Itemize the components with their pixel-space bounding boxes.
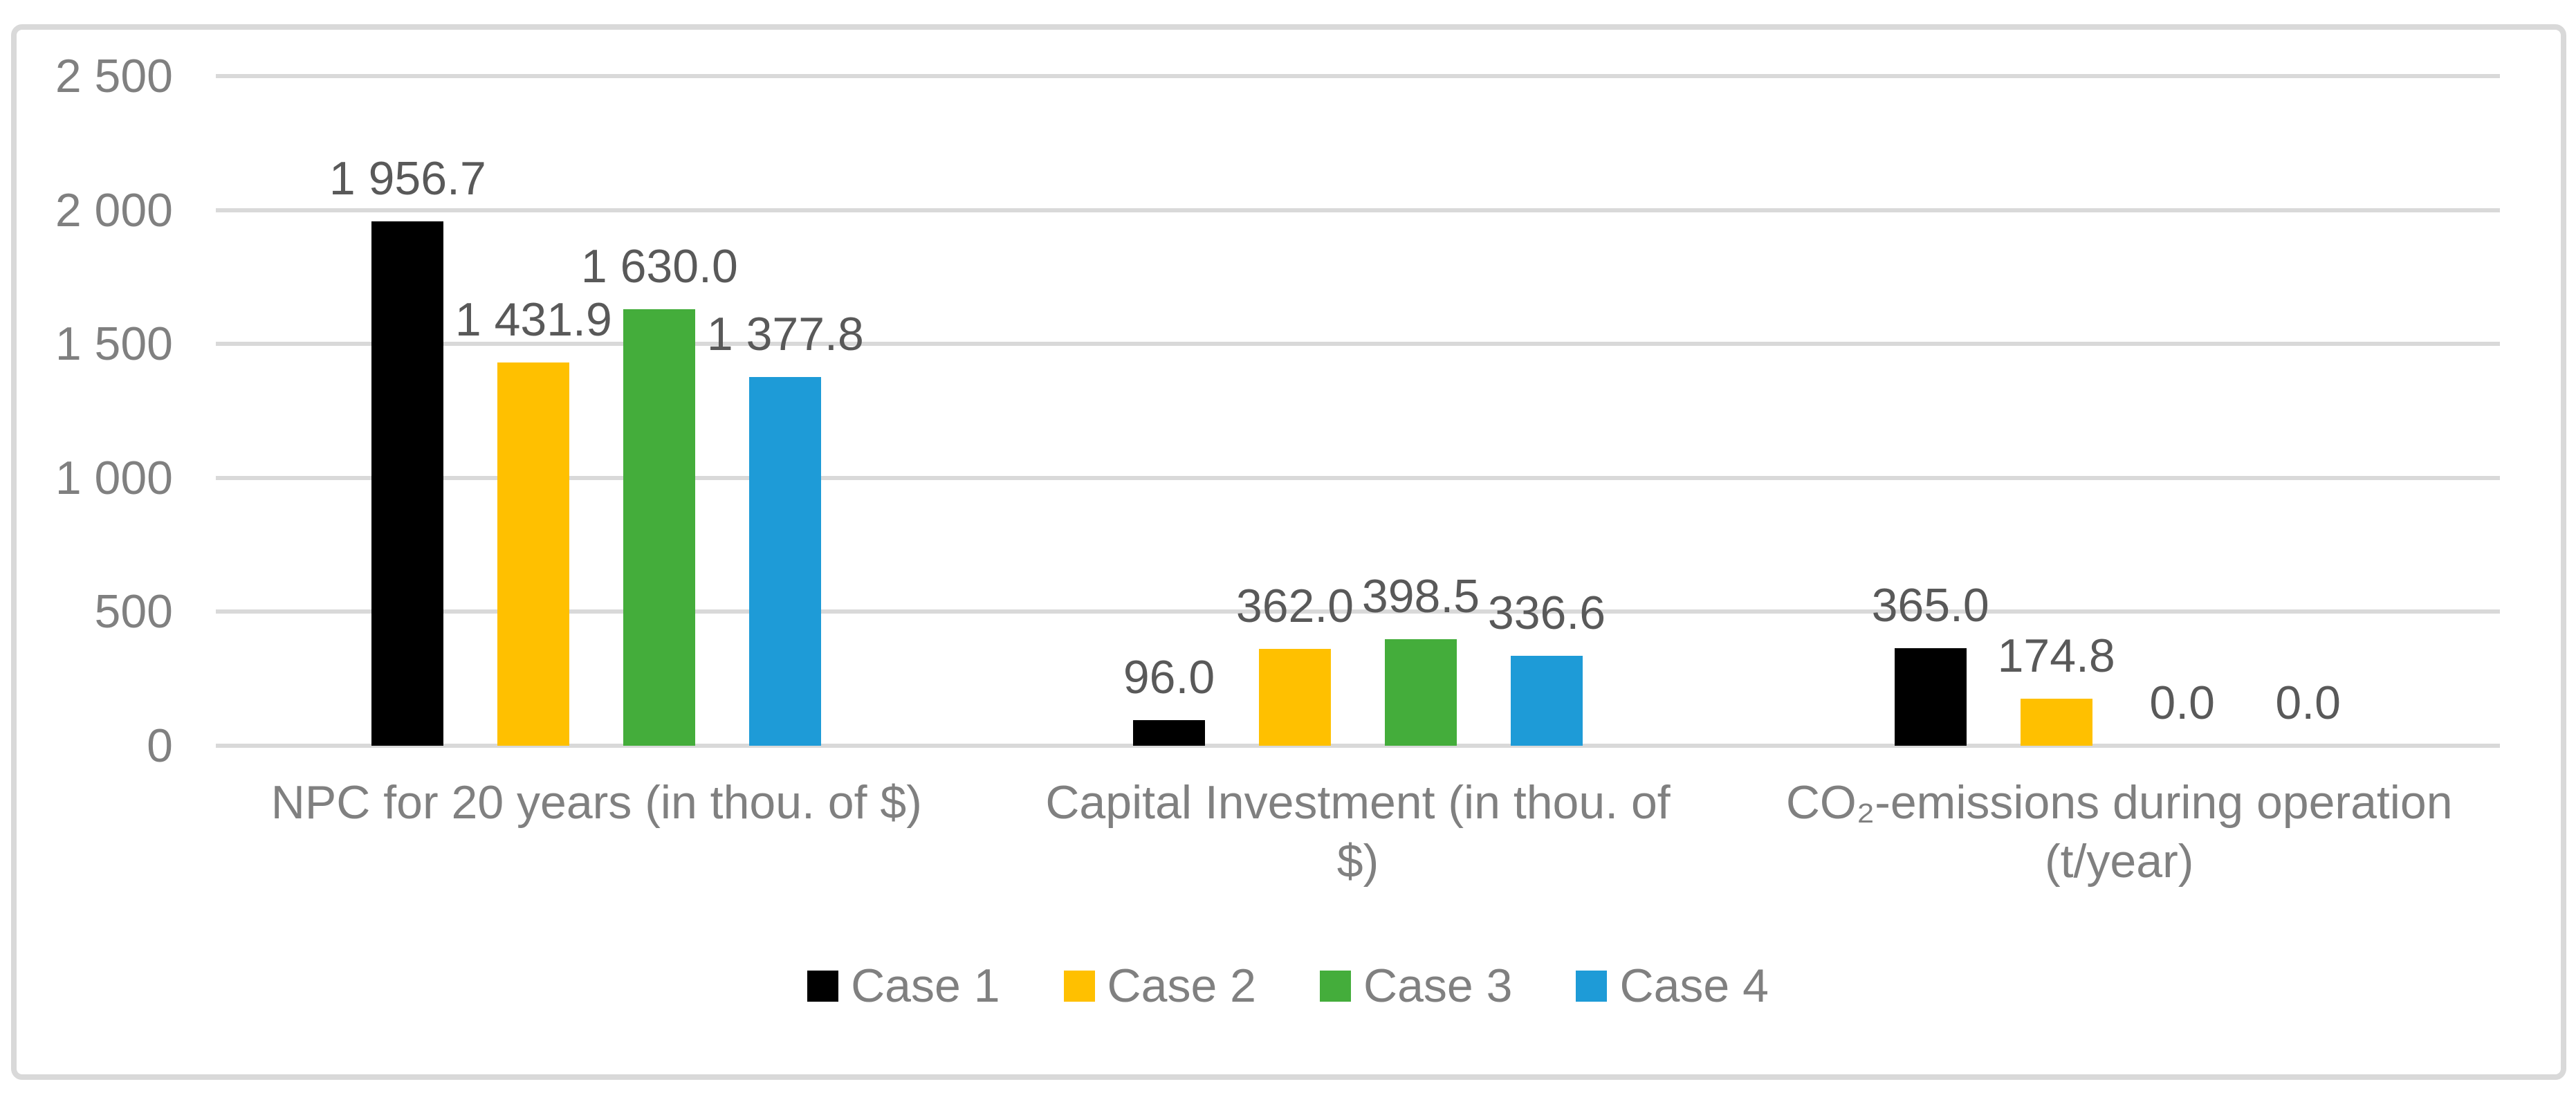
bar-case-2-3: 174.8 xyxy=(1998,632,2115,746)
bar-case-1-3: 365.0 xyxy=(1872,582,1989,746)
bar-case-1-2: 96.0 xyxy=(1123,654,1215,746)
bar-value-label: 398.5 xyxy=(1361,569,1480,623)
legend-item-case-1: Case 1 xyxy=(807,960,1000,1012)
bar-case-4-1: 1 377.8 xyxy=(707,311,864,746)
gridline xyxy=(216,609,2500,614)
bar-case-4-2: 336.6 xyxy=(1488,589,1606,746)
y-tick-label: 1 000 xyxy=(55,451,173,504)
plot-area: 1 956.7 1 431.9 1 630.0 1 377.8 96.0 362.0 398… xyxy=(216,74,2500,748)
legend-item-case-3: Case 3 xyxy=(1320,960,1512,1012)
y-tick-label: 1 500 xyxy=(55,318,173,371)
y-tick-label: 2 500 xyxy=(55,50,173,102)
bar-value-label: 0.0 xyxy=(2149,677,2215,729)
bar-group: 1 956.7 1 431.9 1 630.0 1 377.8 xyxy=(216,76,977,746)
bar-value-label: 362.0 xyxy=(1235,579,1354,632)
bar-groups: 1 956.7 1 431.9 1 630.0 1 377.8 96.0 362.0 398… xyxy=(216,76,2500,746)
category-cell-npc-for-20-years-in-thou-of: 1 956.7 1 431.9 1 630.0 1 377.8 xyxy=(216,76,977,746)
legend-label-case-2: Case 2 xyxy=(1107,959,1256,1012)
category-cell-capital-investment-in-thou-of: 96.0 362.0 398.5 336.6 xyxy=(977,76,1739,746)
legend-swatch-case-2 xyxy=(1063,970,1095,1002)
bar-case-3-2: 398.5 xyxy=(1362,573,1480,746)
gridline xyxy=(216,74,2500,78)
bar-case-3-1: 1 630.0 xyxy=(581,243,738,746)
category-label-npc-for-20-years-in-thou-of: NPC for 20 years (in thou. of $) xyxy=(270,776,922,829)
legend-label-case-1: Case 1 xyxy=(851,959,1000,1012)
bar-group: 96.0 362.0 398.5 336.6 xyxy=(977,76,1739,746)
y-tick-label: 2 000 xyxy=(55,183,173,237)
bar-value-label: 1 956.7 xyxy=(329,152,486,205)
bar-value-label: 365.0 xyxy=(1871,578,1989,632)
legend-swatch-case-1 xyxy=(807,970,839,1002)
legend-swatch-case-4 xyxy=(1576,970,1608,1002)
bar-value-label: 1 377.8 xyxy=(706,307,864,360)
y-tick-label: 500 xyxy=(94,585,173,639)
bar-value-label: 1 630.0 xyxy=(580,239,738,293)
gridline xyxy=(216,208,2500,212)
category-cell-co-emissions-during-operation-t-year: 365.0 174.8 0.0 0.0 xyxy=(1738,76,2500,746)
y-tick-label: 0 xyxy=(147,719,173,772)
bar-value-label: 336.6 xyxy=(1487,586,1606,639)
category-axis: NPC for 20 years (in thou. of $) Capital … xyxy=(216,773,2500,891)
legend-item-case-4: Case 4 xyxy=(1576,959,1769,1012)
bar-group: 365.0 174.8 0.0 0.0 xyxy=(1738,76,2500,746)
legend-label-case-4: Case 4 xyxy=(1619,959,1769,1012)
legend-item-case-2: Case 2 xyxy=(1063,959,1256,1012)
bar-value-label: 96.0 xyxy=(1123,650,1215,704)
bar-value-label: 0.0 xyxy=(2275,677,2341,729)
category-label-co-emissions-during-operation-t-year: CO₂-emissions during operation (t/year) xyxy=(1785,776,2453,888)
bar-case-1-1: 1 956.7 xyxy=(329,155,486,746)
legend: Case 1 Case 2 Case 3 Case 4 xyxy=(0,960,2576,1012)
gridline xyxy=(216,342,2500,347)
category-label-capital-investment-in-thou-of: Capital Investment (in thou. of $) xyxy=(1045,776,1671,888)
bar-value-label: 1 431.9 xyxy=(454,293,612,346)
legend-label-case-3: Case 3 xyxy=(1363,959,1513,1012)
bar-case-2-1: 1 431.9 xyxy=(455,296,612,746)
y-axis: 2 500 2 000 1 500 1 000 500 0 xyxy=(0,50,173,772)
legend-swatch-case-3 xyxy=(1320,970,1351,1002)
gridline xyxy=(216,475,2500,480)
bar-case-2-2: 362.0 xyxy=(1236,582,1354,746)
gridline xyxy=(216,744,2500,748)
bar-value-label: 174.8 xyxy=(1997,630,2115,683)
